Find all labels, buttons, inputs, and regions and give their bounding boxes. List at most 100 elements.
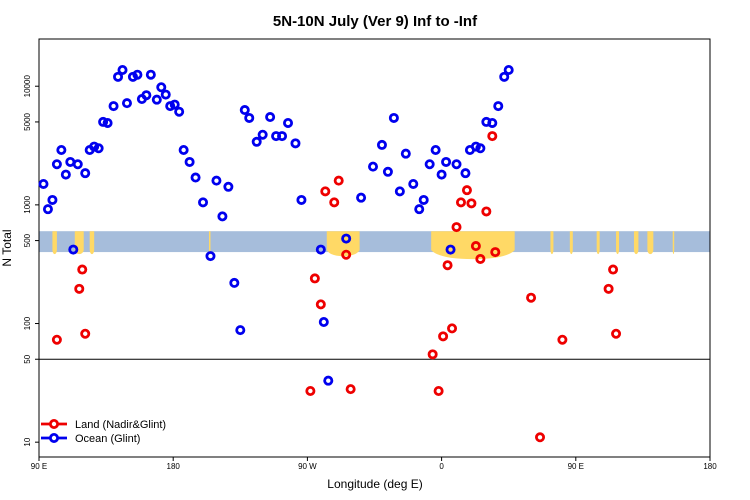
- ocean-point: [251, 136, 262, 147]
- ocean-point: [47, 194, 58, 205]
- land-point: [345, 384, 356, 395]
- chart-title: 5N-10N July (Ver 9) Inf to -Inf: [273, 13, 478, 30]
- ocean-point: [418, 194, 429, 205]
- land-point: [74, 283, 85, 294]
- land-point: [557, 334, 568, 345]
- land-point: [433, 385, 444, 396]
- land-point: [461, 185, 472, 196]
- ocean-point: [376, 139, 387, 150]
- land-segment: [208, 231, 211, 255]
- y-tick-label: 500: [23, 233, 32, 247]
- land-point: [309, 273, 320, 284]
- ocean-point: [265, 112, 276, 123]
- ocean-point: [356, 192, 367, 203]
- ocean-point: [72, 159, 83, 170]
- ocean-point: [408, 178, 419, 189]
- ocean-point: [113, 71, 124, 82]
- ocean-point: [503, 64, 514, 75]
- ocean-point: [223, 181, 234, 192]
- map-strip: [39, 231, 710, 260]
- land-point: [535, 432, 546, 443]
- ocean-point: [178, 145, 189, 156]
- y-tick-label: 10: [23, 437, 32, 446]
- ocean-point: [424, 159, 435, 170]
- legend-label: Land (Nadir&Glint): [75, 419, 166, 431]
- ocean-point: [141, 90, 152, 101]
- ocean-point: [239, 105, 250, 116]
- land-point: [427, 349, 438, 360]
- ocean-point: [190, 172, 201, 183]
- y-tick-label: 50: [23, 354, 32, 363]
- ocean-point: [414, 204, 425, 215]
- land-segment: [89, 231, 95, 255]
- land-point: [490, 247, 501, 258]
- x-tick-label: 180: [167, 462, 181, 471]
- x-tick-label: 90 W: [298, 462, 317, 471]
- ocean-point: [341, 233, 352, 244]
- ocean-point: [80, 168, 91, 179]
- legend: Land (Nadir&Glint) Ocean (Glint): [41, 418, 166, 445]
- land-segment: [326, 231, 360, 257]
- ocean-point: [68, 244, 79, 255]
- x-tick-label: 0: [439, 462, 444, 471]
- ocean-point: [315, 244, 326, 255]
- land-point: [305, 385, 316, 396]
- plot-frame: [38, 38, 711, 458]
- land-segment: [633, 231, 639, 255]
- land-point: [447, 323, 458, 334]
- ocean-point: [430, 145, 441, 156]
- land-series: [51, 131, 622, 443]
- y-tick-label: 10000: [23, 75, 32, 98]
- ocean-point: [436, 169, 447, 180]
- ocean-point: [257, 129, 268, 140]
- x-tick-label: 180: [703, 462, 717, 471]
- legend-marker: [49, 432, 60, 443]
- ocean-point: [160, 89, 171, 100]
- land-point: [603, 283, 614, 294]
- y-axis-label: N Total: [0, 229, 14, 266]
- land-point: [442, 260, 453, 271]
- ocean-point: [290, 138, 301, 149]
- ocean-series: [38, 64, 514, 386]
- ocean-point: [229, 277, 240, 288]
- y-axis: 10 50 100 500 1000 5000 10000: [23, 75, 39, 447]
- ocean-point: [42, 204, 53, 215]
- land-segment: [52, 231, 57, 255]
- y-tick-label: 1000: [23, 195, 32, 213]
- ocean-point: [60, 169, 71, 180]
- land-point: [77, 264, 88, 275]
- land-point: [475, 253, 486, 264]
- land-segment: [672, 231, 675, 255]
- ocean-point: [56, 145, 67, 156]
- ocean-point: [169, 99, 180, 110]
- legend-item: Ocean (Glint): [41, 432, 140, 445]
- ocean-point: [382, 166, 393, 177]
- land-point: [333, 175, 344, 186]
- x-axis-label: Longitude (deg E): [327, 477, 422, 491]
- ocean-point: [211, 175, 222, 186]
- land-point: [466, 198, 477, 209]
- ocean-point: [499, 71, 510, 82]
- land-point: [611, 328, 622, 339]
- ocean-band: [39, 231, 710, 253]
- land-point: [526, 292, 537, 303]
- land-point: [455, 197, 466, 208]
- land-segment: [596, 231, 600, 255]
- ocean-point: [38, 178, 49, 189]
- y-tick-label: 100: [23, 316, 32, 330]
- ocean-point: [108, 101, 119, 112]
- x-tick-label: 90 E: [31, 462, 47, 471]
- ocean-point: [487, 117, 498, 128]
- land-point: [51, 334, 62, 345]
- ocean-point: [400, 148, 411, 159]
- ocean-point: [283, 117, 294, 128]
- ocean-point: [174, 106, 185, 117]
- ocean-point: [235, 325, 246, 336]
- ocean-point: [93, 143, 104, 154]
- land-point: [320, 186, 331, 197]
- ocean-point: [205, 251, 216, 262]
- ocean-point: [441, 156, 452, 167]
- land-segment: [550, 231, 554, 255]
- ocean-point: [296, 194, 307, 205]
- ocean-point: [198, 197, 209, 208]
